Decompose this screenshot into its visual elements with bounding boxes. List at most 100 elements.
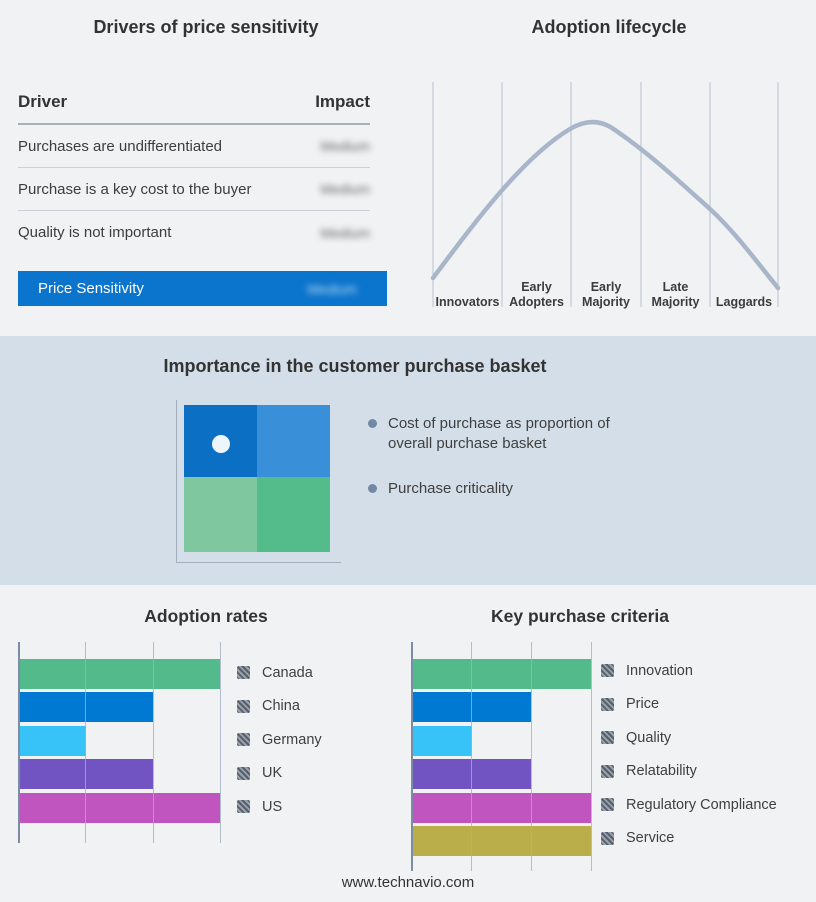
- technavio-url[interactable]: www.technavio.com: [341, 874, 475, 891]
- legend-item-quality: Quality: [601, 721, 777, 755]
- bar-regulatory-compliance: [412, 792, 591, 823]
- legend-label: Service: [626, 830, 675, 847]
- legend-item-us: US: [237, 790, 322, 824]
- bar-row-germany: [18, 724, 220, 758]
- drivers-table-header: Driver Impact: [18, 92, 370, 125]
- bar-row-quality: [411, 724, 591, 758]
- legend-item-innovation: Innovation: [601, 654, 777, 688]
- legend-item-regulatory-compliance: Regulatory Compliance: [601, 788, 777, 822]
- legend-item-canada: Canada: [237, 656, 322, 690]
- legend-swatch-redacted-icon: [237, 766, 250, 780]
- bullet-text: Cost of purchase as proportion of overal…: [388, 415, 610, 452]
- driver-table-row: Quality is not important Medium: [18, 211, 370, 254]
- quadrant-cell-top-right: [257, 405, 330, 477]
- bar-germany: [19, 725, 86, 756]
- importance-bullet-list: Cost of purchase as proportion of overal…: [368, 414, 648, 524]
- importance-band: Importance in the customer purchase bask…: [0, 336, 816, 585]
- adoption-rates-plot: [18, 642, 221, 843]
- bullet-item: Purchase criticality: [368, 479, 648, 499]
- vertical-gridline: [220, 642, 221, 843]
- legend-swatch-redacted-icon: [601, 798, 614, 812]
- impact-cell-redacted: Medium: [320, 138, 370, 154]
- bar-row-uk: [18, 758, 220, 792]
- key-purchase-criteria-y-axis: [411, 642, 413, 871]
- bar-row-regulatory-compliance: [411, 791, 591, 825]
- adoption-rates-y-axis: [18, 642, 20, 843]
- bar-us: [19, 792, 220, 823]
- driver-cell: Purchase is a key cost to the buyer: [18, 180, 252, 198]
- driver-cell: Purchases are undifferentiated: [18, 137, 223, 155]
- legend-swatch-redacted-icon: [601, 697, 614, 711]
- quadrant-cell-bottom-left: [184, 477, 257, 552]
- lifecycle-gridlines: [432, 82, 779, 307]
- lifecycle-curve-svg: [430, 82, 781, 307]
- legend-label: UK: [262, 765, 283, 782]
- bar-row-china: [18, 691, 220, 725]
- lifecycle-panel-title: Adoption lifecycle: [531, 17, 687, 37]
- legend-label: Canada: [262, 664, 313, 681]
- quadrant-y-axis: [176, 400, 177, 562]
- price-sensitivity-label: Price Sensitivity: [38, 280, 144, 297]
- key-purchase-criteria-title: Key purchase criteria: [490, 606, 669, 626]
- vertical-gridline: [531, 642, 532, 871]
- price-sensitivity-highlight-row: Price Sensitivity Medium: [18, 271, 387, 306]
- legend-swatch-redacted-icon: [237, 666, 250, 680]
- stage-label-early-adopters: Early Adopters: [509, 279, 564, 309]
- vertical-gridline: [471, 642, 472, 871]
- bell-curve: [430, 119, 781, 291]
- legend-swatch-redacted-icon: [601, 764, 614, 778]
- key-purchase-criteria-legend: Innovation Price Quality Relatability Regula…: [601, 654, 777, 855]
- vertical-gridline: [85, 642, 87, 843]
- legend-item-relatability: Relatability: [601, 755, 777, 789]
- legend-label: Relatability: [626, 763, 697, 780]
- legend-label: Quality: [626, 729, 672, 746]
- bar-row-innovation: [411, 657, 591, 691]
- vertical-gridline: [152, 642, 154, 843]
- legend-swatch-redacted-icon: [601, 831, 614, 845]
- legend-label: Regulatory Compliance: [626, 796, 777, 813]
- legend-swatch-redacted-icon: [237, 800, 250, 814]
- bar-service: [412, 826, 591, 857]
- driver-table-row: Purchase is a key cost to the buyer Mediu…: [18, 168, 370, 211]
- stage-label-innovators: Innovators: [435, 294, 500, 309]
- drivers-panel-title: Drivers of price sensitivity: [93, 17, 319, 37]
- bar-row-relatability: [411, 758, 591, 792]
- adoption-lifecycle-chart: Innovators Early Adopters Early Majority La…: [425, 82, 785, 312]
- bar-row-price: [411, 691, 591, 725]
- legend-label: US: [262, 798, 283, 815]
- bullet-text: Purchase criticality: [388, 479, 514, 497]
- impact-cell-redacted: Medium: [320, 224, 370, 241]
- importance-title: Importance in the customer purchase bask…: [163, 356, 547, 376]
- bar-row-service: [411, 825, 591, 859]
- purchase-basket-quadrant: [184, 405, 330, 552]
- quadrant-x-axis: [176, 562, 341, 563]
- legend-swatch-redacted-icon: [601, 731, 614, 745]
- position-marker-dot: [212, 435, 230, 453]
- legend-label: Price: [626, 696, 660, 713]
- key-purchase-criteria-plot: [411, 642, 592, 871]
- driver-cell: Quality is not important: [18, 224, 172, 241]
- stage-label-early-majority: Early Majority: [582, 279, 630, 309]
- adoption-rates-legend: Canada China Germany UK US: [237, 656, 322, 824]
- legend-item-china: China: [237, 690, 322, 724]
- bar-innovation: [412, 658, 591, 689]
- quadrant-cell-bottom-right: [257, 477, 330, 552]
- legend-item-uk: UK: [237, 757, 322, 791]
- legend-label: Germany: [262, 731, 322, 748]
- bar-quality: [412, 725, 472, 756]
- impact-column-header: Impact: [315, 92, 370, 111]
- legend-swatch-redacted-icon: [237, 699, 250, 713]
- legend-swatch-redacted-icon: [601, 664, 614, 678]
- bullet-dot-icon: [368, 483, 377, 493]
- legend-item-price: Price: [601, 688, 777, 722]
- stage-label-late-majority: Late Majority: [651, 279, 700, 309]
- bullet-item: Cost of purchase as proportion of overal…: [368, 414, 648, 454]
- driver-table-row: Purchases are undifferentiated Medium: [18, 125, 370, 168]
- price-sensitivity-impact-redacted: Medium: [307, 280, 357, 297]
- impact-cell-redacted: Medium: [320, 181, 370, 197]
- bar-canada: [19, 658, 220, 689]
- legend-swatch-redacted-icon: [237, 733, 250, 747]
- legend-label: Innovation: [626, 662, 693, 679]
- stage-label-laggards: Laggards: [715, 294, 773, 309]
